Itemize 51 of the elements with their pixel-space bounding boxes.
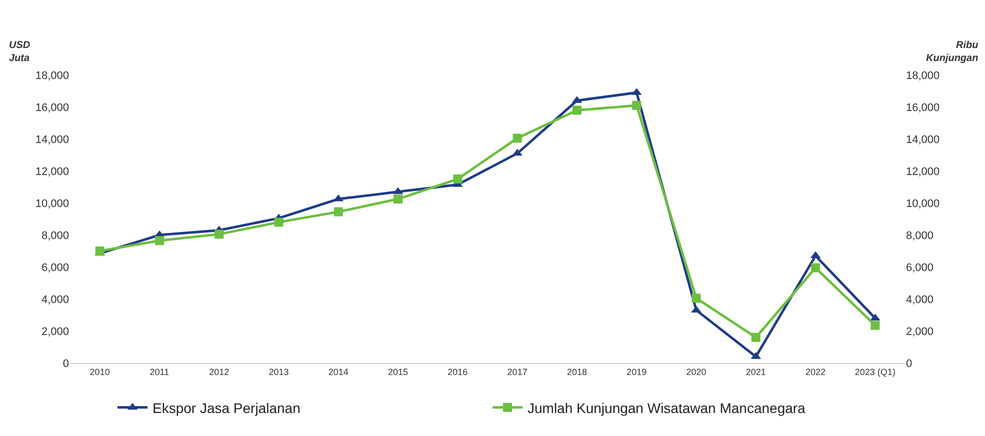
y-tick-label: 18,000	[35, 70, 69, 82]
x-tick-label: 2010	[90, 366, 110, 377]
y-tick-label: 14,000	[35, 134, 69, 146]
y-tick-label: 16,000	[35, 102, 69, 114]
x-tick-label: 2018	[566, 366, 587, 377]
x-tick-label: 2014	[328, 366, 348, 377]
point	[870, 320, 880, 330]
point	[274, 218, 284, 227]
point	[572, 106, 582, 115]
x-tick-label: 2017	[507, 366, 528, 377]
y-tick-label: 2,000	[41, 326, 69, 338]
point	[751, 332, 760, 342]
point	[512, 134, 522, 143]
point	[692, 294, 701, 303]
x-tick-label: 2022	[806, 366, 826, 377]
point	[214, 230, 224, 239]
point	[394, 194, 403, 204]
y2-tick-label: 16,000	[906, 102, 940, 114]
y2-axis-title: Ribu Kunjungan	[926, 40, 978, 64]
y-axis-title: USD Juta	[9, 40, 30, 64]
y-tick-label: 12,000	[35, 166, 69, 178]
y2-tick-label: 12,000	[906, 166, 940, 178]
y2-tick-label: 0	[906, 358, 912, 370]
y2-tick-label: 10,000	[906, 198, 940, 210]
x-tick-label: 2012	[209, 366, 230, 377]
y2-tick-label: 14,000	[906, 134, 940, 146]
legend-label: Jumlah Kunjungan Wisatawan Mancanegara	[528, 400, 806, 416]
y-tick-label: 6,000	[41, 262, 69, 274]
y-tick-label: 10,000	[35, 198, 69, 210]
y2-tick-label: 6,000	[906, 262, 934, 274]
point	[334, 207, 343, 216]
point	[632, 100, 642, 110]
y-tick-label: 8,000	[41, 230, 69, 242]
x-tick-label: 2021	[746, 366, 766, 377]
x-tick-label: 2023 (Q1)	[854, 366, 896, 377]
x-tick-label: 2011	[150, 366, 170, 377]
y2-tick-label: 2,000	[906, 326, 934, 338]
y-tick-label: 0	[62, 358, 69, 370]
legend-label: Ekspor Jasa Perjalanan	[152, 400, 300, 416]
point	[453, 174, 462, 184]
y2-tick-label: 8,000	[906, 230, 934, 242]
x-tick-label: 2016	[448, 366, 468, 377]
point	[811, 263, 820, 272]
x-tick-label: 2020	[686, 366, 706, 377]
y2-tick-label: 18,000	[906, 70, 940, 82]
y-tick-label: 4,000	[41, 294, 69, 306]
x-tick-label: 2019	[626, 366, 647, 377]
y2-tick-label: 4,000	[906, 294, 934, 306]
x-tick-label: 2013	[268, 366, 289, 377]
point	[154, 236, 164, 246]
x-tick-label: 2015	[388, 366, 408, 377]
